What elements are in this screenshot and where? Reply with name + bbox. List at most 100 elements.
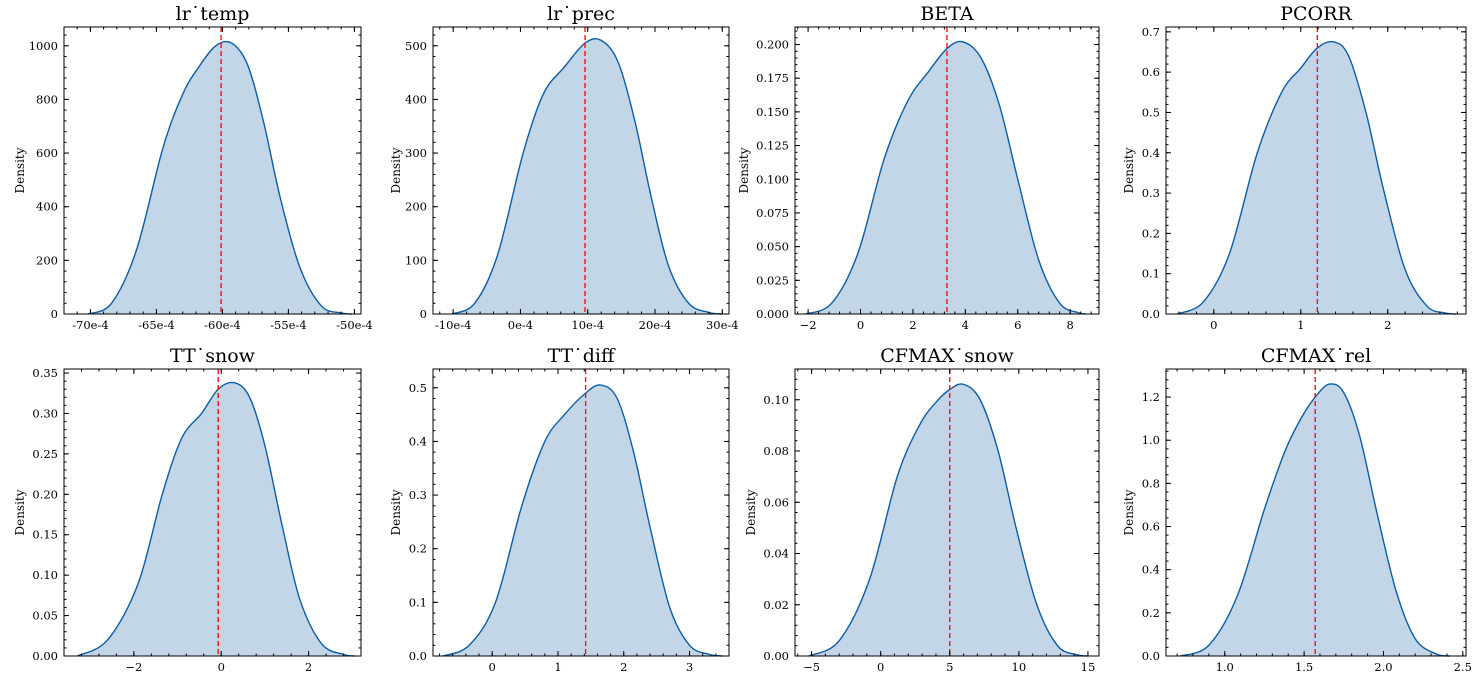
y-tick-label: 200 (405, 200, 427, 214)
y-tick-label: 500 (405, 39, 427, 53)
x-tick-label: 0 (489, 660, 496, 674)
y-tick-label: 800 (36, 92, 58, 106)
y-tick-label: 0.150 (756, 105, 789, 119)
kde-area (451, 38, 723, 315)
x-tick-label: 1.5 (1295, 660, 1313, 674)
kde-area (87, 41, 352, 315)
y-tick-label: 0.000 (756, 307, 789, 321)
y-tick-label: 0.00 (32, 649, 58, 663)
y-tick-label: 0.025 (756, 273, 789, 287)
kde-panel: −5 0 5 10 15 0.00 0.02 0.04 0.06 0.08 0.10 CFMAX˙sn… (744, 345, 1100, 674)
kde-panel: −2 0 2 4 6 8 0.000 0.025 0.050 0.075 0.100 0.125 0.1… (737, 3, 1100, 332)
kde-panel: -70e-4 -65e-4 -60e-4 -55e-4 -50e-4 0 200 400 600… (13, 3, 373, 332)
y-axis-label: Density (737, 147, 751, 193)
y-tick-label: 0.5 (409, 381, 427, 395)
x-tick-label: −5 (803, 660, 820, 674)
y-tick-label: 0.4 (409, 434, 427, 448)
y-tick-label: 0.08 (763, 444, 789, 458)
y-axis-label: Density (389, 147, 403, 193)
x-tick-label: -10e-4 (435, 318, 472, 332)
x-tick-label: 2 (909, 318, 916, 332)
y-tick-label: 0.100 (756, 172, 789, 186)
x-tick-label: 2.5 (1454, 660, 1472, 674)
kde-panel: −2 0 2 0.00 0.05 0.10 0.15 0.20 0.25 0.30 0.35 TT˙s… (13, 345, 362, 674)
y-tick-label: 200 (36, 253, 58, 267)
y-tick-label: 0.0 (1142, 649, 1160, 663)
y-tick-label: 0.2 (409, 542, 427, 556)
x-tick-label: 2 (620, 660, 627, 674)
kde-line (805, 40, 1087, 315)
y-tick-label: 600 (36, 146, 58, 160)
y-tick-label: 0.050 (756, 240, 789, 254)
x-tick-label: 1 (1297, 318, 1304, 332)
panel-title: CFMAX˙snow (880, 345, 1014, 367)
kde-panel: 1.0 1.5 2.0 2.5 0.0 0.2 0.4 0.6 0.8 1.0 1.2 CFMAX˙r… (1122, 345, 1472, 674)
y-tick-label: 0.30 (32, 406, 58, 420)
axes-frame (432, 26, 730, 315)
y-tick-label: 0.6 (1142, 65, 1160, 79)
x-tick-label: 1 (554, 660, 561, 674)
y-axis-label: Density (744, 489, 758, 535)
y-axis-label: Density (389, 489, 403, 535)
x-tick-label: 2.0 (1374, 660, 1392, 674)
kde-area (442, 384, 723, 656)
x-tick-label: −2 (800, 318, 817, 332)
x-tick-label: -65e-4 (138, 318, 175, 332)
kde-panel: 0 1 2 3 0.0 0.1 0.2 0.3 0.4 0.5 TT˙diff Density (389, 345, 730, 674)
x-tick-label: 0e-4 (508, 318, 533, 332)
x-tick-label: -55e-4 (270, 318, 307, 332)
x-tick-label: 20e-4 (639, 318, 672, 332)
x-tick-label: 0 (1210, 318, 1217, 332)
kde-line (1177, 40, 1456, 315)
panel-title: PCORR (1280, 3, 1352, 25)
y-tick-label: 0.3 (1142, 186, 1160, 200)
kde-panel: 0 1 2 0.0 0.1 0.2 0.3 0.4 0.5 0.6 0.7 PCORR Density (1122, 3, 1467, 332)
y-tick-label: 0.35 (32, 366, 58, 380)
y-tick-label: 1000 (29, 39, 58, 53)
x-tick-label: 0 (218, 660, 225, 674)
axes-frame (63, 26, 362, 315)
y-tick-label: 100 (405, 253, 427, 267)
x-tick-label: -70e-4 (72, 318, 109, 332)
kde-line (76, 381, 355, 657)
y-tick-label: 400 (36, 200, 58, 214)
x-tick-label: 10 (1012, 660, 1027, 674)
y-tick-label: 0.20 (32, 487, 58, 501)
kde-line (87, 40, 352, 315)
x-tick-label: 6 (1014, 318, 1021, 332)
panel-title: BETA (920, 3, 973, 25)
x-tick-label: 0 (857, 318, 864, 332)
y-tick-label: 0.04 (763, 547, 789, 561)
x-tick-label: −2 (125, 660, 142, 674)
y-tick-label: 0.125 (756, 139, 789, 153)
x-tick-label: 2 (1384, 318, 1391, 332)
panel-title: CFMAX˙rel (1261, 345, 1371, 367)
y-tick-label: 0.10 (32, 568, 58, 582)
x-tick-label: -60e-4 (204, 318, 241, 332)
y-tick-label: 0.7 (1142, 25, 1160, 39)
x-tick-label: 5 (946, 660, 953, 674)
kde-area (808, 383, 1088, 656)
panel-title: lr˙temp (176, 3, 250, 25)
kde-area (1177, 41, 1456, 314)
y-tick-label: 1.2 (1142, 390, 1160, 404)
y-tick-label: 0.8 (1142, 476, 1160, 490)
x-tick-label: 2 (305, 660, 312, 674)
kde-panel: -10e-4 0e-4 10e-4 20e-4 30e-4 0 100 200 300 400 50… (389, 3, 739, 332)
panel-title: lr˙prec (547, 3, 615, 25)
x-tick-label: 15 (1081, 660, 1096, 674)
y-tick-label: 0.3 (409, 488, 427, 502)
y-tick-label: 0.0 (1142, 307, 1160, 321)
x-tick-label: -50e-4 (336, 318, 373, 332)
x-tick-label: 1.0 (1216, 660, 1234, 674)
kde-line (808, 383, 1089, 657)
y-tick-label: 0.00 (763, 649, 789, 663)
axes-frame (63, 368, 362, 657)
y-axis-label: Density (13, 147, 27, 193)
y-tick-label: 0.4 (1142, 563, 1160, 577)
y-tick-label: 300 (405, 146, 427, 160)
y-tick-label: 0 (420, 307, 427, 321)
x-tick-label: 8 (1067, 318, 1074, 332)
x-tick-label: 10e-4 (571, 318, 604, 332)
